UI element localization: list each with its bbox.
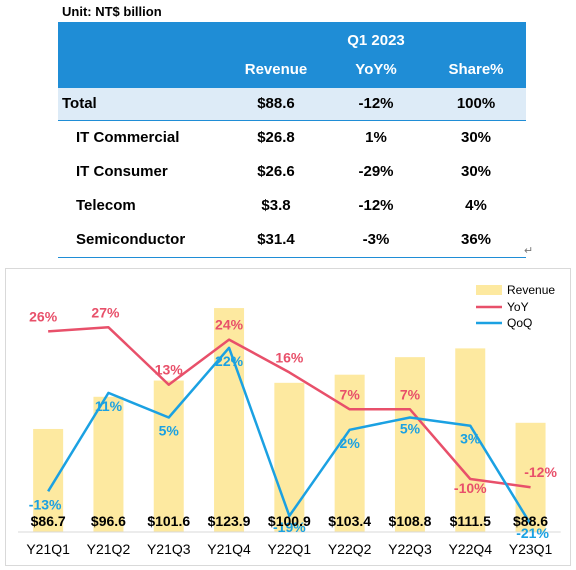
revenue-bar <box>153 380 184 532</box>
revenue-table: Q1 2023 Revenue YoY% Share% Total $88.6 … <box>58 22 526 258</box>
legend-qoq-label: QoQ <box>507 316 532 330</box>
revenue-data-label: $86.7 <box>31 513 66 529</box>
yoy-line <box>48 326 531 489</box>
row-share: 30% <box>460 129 492 146</box>
col-header-share: Share% <box>448 61 504 78</box>
revenue-data-label: $100.9 <box>268 513 311 529</box>
revenue-data-label: $96.6 <box>91 513 126 529</box>
col-header-yoy: YoY% <box>355 61 397 78</box>
table-header: Q1 2023 Revenue YoY% Share% <box>58 22 526 88</box>
chart-svg: 26% 27% 13% 24% 16% 7% 7% -10% -12% -13% 11% 5% 22% -… <box>18 283 561 557</box>
legend-yoy-label: YoY <box>507 300 529 314</box>
x-tick-label: Y21Q3 <box>147 541 191 557</box>
revenue-bar <box>334 374 365 532</box>
revenue-bar <box>33 428 64 532</box>
revenue-data-label: $101.6 <box>147 513 190 529</box>
row-share: 36% <box>460 231 492 248</box>
revenue-data-label: $123.9 <box>208 513 251 529</box>
yoy-data-label: 13% <box>155 362 184 378</box>
row-revenue: $3.8 <box>261 197 291 214</box>
row-revenue: $26.8 <box>257 129 295 146</box>
qoq-data-label: 5% <box>400 421 421 437</box>
row-label: IT Consumer <box>76 163 168 180</box>
revenue-data-label: $111.5 <box>450 513 491 529</box>
revenue-bar <box>515 422 546 532</box>
row-label: IT Commercial <box>76 129 180 146</box>
table-row: Telecom $3.8 -12% 4% <box>58 189 526 223</box>
qoq-data-label: -21% <box>516 525 549 541</box>
yoy-data-label: -12% <box>524 464 557 480</box>
row-label: Telecom <box>76 197 136 214</box>
row-revenue: $31.4 <box>257 231 295 248</box>
row-yoy: -3% <box>362 231 390 248</box>
x-tick-label: Y22Q2 <box>328 541 372 557</box>
yoy-data-label: 27% <box>91 304 120 320</box>
row-revenue: $26.6 <box>257 163 295 180</box>
yoy-data-label: 16% <box>275 349 304 365</box>
row-yoy: -29% <box>358 163 394 180</box>
x-tick-label: Y22Q3 <box>388 541 432 557</box>
yoy-data-label: -10% <box>454 480 487 496</box>
qoq-data-label: 2% <box>340 435 361 451</box>
table-row: IT Consumer $26.6 -29% 30% <box>58 155 526 189</box>
legend-revenue-swatch <box>476 285 502 295</box>
qoq-data-label: 3% <box>460 431 481 447</box>
row-label: Semiconductor <box>76 231 186 248</box>
row-yoy: 1% <box>365 129 387 146</box>
revenue-bar <box>274 382 305 532</box>
revenue-bar <box>214 308 245 532</box>
revenue-data-label: $103.4 <box>328 513 371 529</box>
table-row-total: Total $88.6 -12% 100% <box>58 88 526 121</box>
yoy-data-label: 7% <box>400 386 421 402</box>
revenue-data-label: $88.6 <box>513 513 548 529</box>
qoq-data-label: 22% <box>215 353 244 369</box>
yoy-data-label: 26% <box>29 308 58 324</box>
revenue-bar <box>394 357 425 532</box>
qoq-data-label: -13% <box>29 496 62 512</box>
revenue-chart: 26% 27% 13% 24% 16% 7% 7% -10% -12% -13% 11% 5% 22% -… <box>5 268 571 566</box>
row-share: 100% <box>456 95 496 112</box>
row-yoy: -12% <box>358 197 394 214</box>
row-share: 30% <box>460 163 492 180</box>
x-tick-label: Y22Q1 <box>268 541 312 557</box>
row-yoy: -12% <box>358 95 394 112</box>
legend-revenue-label: Revenue <box>507 283 555 297</box>
table-row: Semiconductor $31.4 -3% 36% <box>58 223 526 258</box>
revenue-bar <box>93 396 124 532</box>
col-header-revenue: Revenue <box>244 61 308 78</box>
x-tick-label: Y21Q2 <box>87 541 131 557</box>
x-tick-label: Y23Q1 <box>509 541 553 557</box>
qoq-data-label: 11% <box>95 398 123 414</box>
revenue-data-label: $108.8 <box>389 513 432 529</box>
row-share: 4% <box>465 197 487 214</box>
x-tick-label: Y21Q4 <box>207 541 251 557</box>
period-header: Q1 2023 <box>347 32 405 49</box>
unit-label: Unit: NT$ billion <box>62 4 162 19</box>
yoy-data-label: 24% <box>215 317 244 333</box>
x-tick-label: Y22Q4 <box>448 541 492 557</box>
qoq-data-label: -19% <box>273 519 306 535</box>
qoq-line <box>47 346 532 525</box>
paragraph-mark-icon: ↵ <box>524 245 534 257</box>
row-label: Total <box>62 95 97 112</box>
yoy-data-label: 7% <box>340 386 361 402</box>
table-row: IT Commercial $26.8 1% 30% <box>58 121 526 155</box>
row-revenue: $88.6 <box>257 95 295 112</box>
qoq-data-label: 5% <box>159 423 180 439</box>
x-tick-label: Y21Q1 <box>26 541 70 557</box>
